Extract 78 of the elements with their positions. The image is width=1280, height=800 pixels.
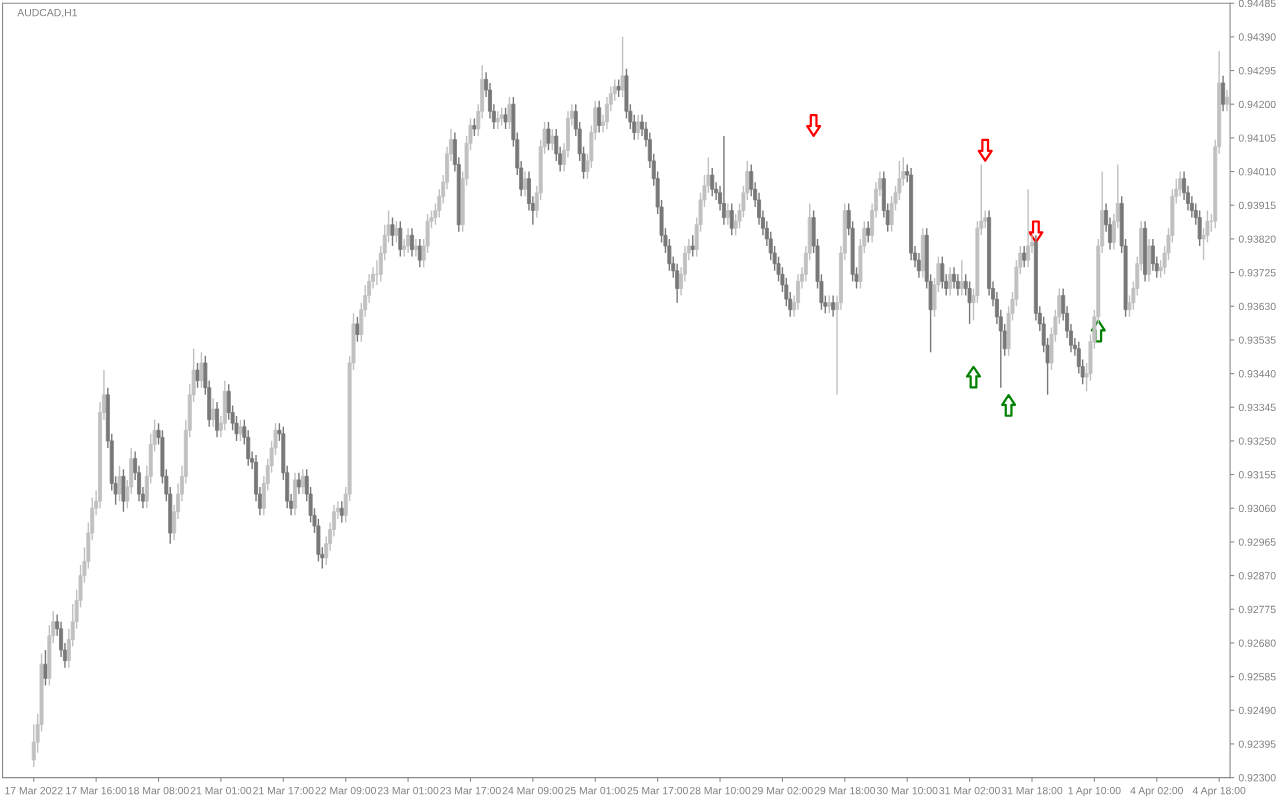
- y-tick-label: 0.92395: [1238, 740, 1276, 748]
- x-tick-label: 23 Mar 01:00: [377, 786, 439, 795]
- y-tick-label: 0.93535: [1238, 336, 1276, 344]
- y-tick-label: 0.94105: [1238, 134, 1276, 142]
- candlestick: [636, 114, 641, 141]
- candlestick: [410, 227, 414, 258]
- x-tick-label: 4 Apr 02:00: [1130, 786, 1184, 797]
- candlestick: [394, 220, 399, 244]
- x-tick-label: 29 Mar 18:00: [814, 786, 876, 795]
- y-tick-label: 0.94295: [1238, 67, 1276, 75]
- x-tick-label: 17 Mar 16:00: [66, 786, 127, 795]
- candlestick: [406, 227, 411, 254]
- candlestick: [43, 649, 48, 687]
- y-tick-label: 0.92585: [1238, 673, 1276, 681]
- y-tick-label: 0.94390: [1238, 33, 1276, 41]
- candlestick: [215, 401, 219, 439]
- candlestick: [296, 472, 301, 495]
- x-tick-label: 22 Mar 09:00: [315, 786, 376, 795]
- point: [965, 365, 982, 389]
- candlestick: [390, 216, 395, 247]
- y-tick-label: 0.92870: [1238, 572, 1276, 580]
- y-tick-label: 0.94010: [1238, 168, 1276, 176]
- y-tick-label: 0.94200: [1238, 100, 1276, 109]
- candlestick: [211, 397, 216, 428]
- candlestick: [710, 167, 715, 198]
- y-tick-label: 0.93440: [1238, 370, 1276, 378]
- y-tick-label: 0.93630: [1238, 302, 1276, 311]
- y-tick-label: 0.92965: [1238, 538, 1276, 546]
- y-tick-label: 0.92680: [1238, 639, 1276, 647]
- x-tick-label: 21 Mar 01:00: [190, 786, 252, 795]
- candlestick: [948, 266, 953, 297]
- x-tick-label: 17 Mar 2022: [5, 786, 63, 795]
- candlestick: [597, 99, 602, 134]
- candlestick: [1022, 245, 1027, 268]
- candlestick: [507, 96, 512, 130]
- candlestick: [523, 170, 528, 198]
- x-tick-label: 30 Mar 10:00: [876, 786, 938, 795]
- y-tick-label: 0.92490: [1238, 706, 1276, 715]
- candlestick: [866, 220, 871, 244]
- x-tick-label: 18 Mar 08:00: [128, 786, 189, 795]
- x-tick-label: 23 Mar 17:00: [440, 786, 501, 795]
- y-tick-label: 0.93250: [1238, 437, 1276, 445]
- x-tick-label: 25 Mar 01:00: [565, 786, 626, 795]
- candlestick: [620, 36, 625, 98]
- x-tick-label: 31 Mar 02:00: [939, 786, 1000, 795]
- x-tick-label: 31 Mar 18:00: [1001, 786, 1063, 795]
- candlestick: [238, 418, 243, 442]
- candlestick: [1224, 89, 1229, 112]
- x-tick-label: 28 Mar 10:00: [689, 786, 751, 795]
- y-tick-label: 0.93725: [1238, 269, 1276, 277]
- candlestick: [300, 468, 305, 495]
- y-tick-label: 0.93155: [1238, 471, 1276, 479]
- y-tick-label: 0.94485: [1238, 0, 1276, 8]
- x-tick-label: 29 Mar 02:00: [752, 786, 813, 795]
- x-tick-label: 24 Mar 09:00: [502, 786, 564, 795]
- candlestick: [831, 294, 836, 318]
- candlestick: [1026, 188, 1031, 268]
- x-tick-label: 1 Apr 10:00: [1068, 786, 1121, 797]
- candlestick: [546, 121, 551, 151]
- x-tick-label: 25 Mar 17:00: [627, 786, 688, 795]
- candlestick: [199, 351, 204, 389]
- candlestick: [550, 128, 555, 151]
- y-tick-label: 0.93820: [1238, 235, 1276, 243]
- y-tick-label: 0.93060: [1238, 504, 1276, 513]
- y-tick-label: 0.92775: [1238, 605, 1276, 614]
- x-tick-label: 21 Mar 17:00: [253, 786, 314, 795]
- y-tick-label: 0.93345: [1238, 403, 1276, 412]
- chart-title: AUDCAD,H1: [17, 8, 77, 18]
- candlestick: [725, 202, 730, 226]
- x-tick-label: 4 Apr 18:00: [1192, 786, 1246, 797]
- y-tick-label: 0.93915: [1238, 201, 1276, 210]
- candlestick: [729, 202, 734, 237]
- candlestick: [413, 238, 418, 258]
- candlestick: [721, 135, 726, 226]
- candlestick: [355, 316, 360, 343]
- candlestick: [195, 362, 200, 389]
- candlestick: [117, 465, 122, 502]
- y-tick-label: 0.92300: [1238, 774, 1276, 782]
